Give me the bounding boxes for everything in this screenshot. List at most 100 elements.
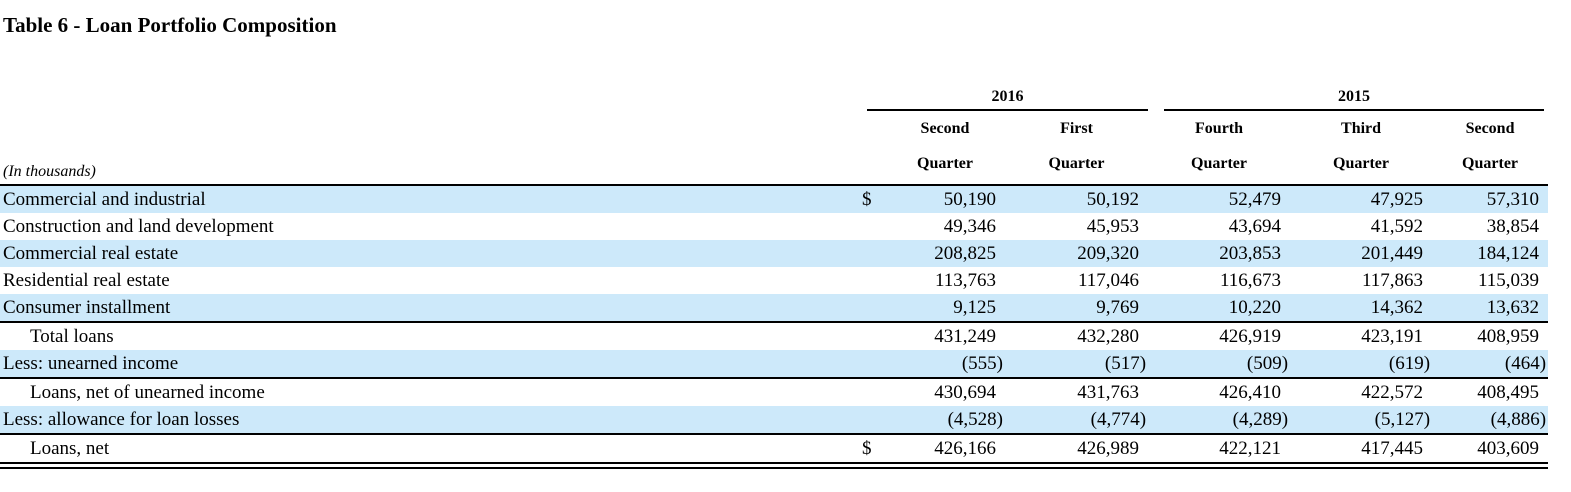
column-header-line: Second <box>1465 120 1515 137</box>
table-row: Commercial real estate 208,825 209,320 203,… <box>0 240 1549 267</box>
cell-value: 423,191 <box>1290 321 1433 350</box>
cell-value: 50,192 <box>1005 185 1149 213</box>
cell-value: 422,121 <box>1148 433 1291 469</box>
cell-value: 45,953 <box>1086 216 1140 237</box>
page-title: Table 6 - Loan Portfolio Composition <box>3 13 337 37</box>
cell-value: 184,124 <box>1432 240 1549 267</box>
cell-value: 52,479 <box>1148 185 1291 213</box>
cell-value: (517) <box>1005 350 1149 378</box>
currency-symbol <box>855 294 885 322</box>
cell-value: 117,046 <box>1077 270 1140 291</box>
currency-symbol: $ <box>855 433 885 469</box>
row-label: Commercial and industrial <box>0 185 855 213</box>
cell-value: (4,528) <box>885 406 1005 434</box>
cell-value: 208,825 <box>885 240 1005 267</box>
table-header: 2016 2015 (In thousands) Second Quarter … <box>0 84 1549 186</box>
cell-value: 203,853 <box>1148 240 1291 267</box>
table-body: Commercial and industrial $50,190 50,192 52… <box>0 185 1549 469</box>
cell-value: 417,445 <box>1290 433 1433 469</box>
table-row: Less: unearned income (555) (517) (509) (619… <box>0 350 1549 378</box>
year-group-2015: 2015 <box>1148 84 1548 111</box>
currency-symbol <box>855 350 885 378</box>
cell-value: 431,249 <box>885 321 1005 350</box>
currency-column-header <box>855 111 885 186</box>
cell-value: 431,763 <box>1005 377 1149 406</box>
year-group-label: 2016 <box>867 84 1149 111</box>
currency-symbol <box>855 377 885 406</box>
cell-value: 430,694 <box>885 377 1005 406</box>
currency-symbol <box>855 213 885 240</box>
cell-value: (4,886) <box>1432 406 1549 434</box>
row-label: Consumer installment <box>0 294 855 322</box>
year-group-2016: 2016 <box>855 84 1149 111</box>
column-header-2015-second-quarter: Second Quarter <box>1432 111 1549 186</box>
cell-value: 14,362 <box>1290 294 1433 322</box>
cell-value: 47,925 <box>1290 185 1433 213</box>
table-row: Construction and land development 49,346 4… <box>0 213 1548 240</box>
cell-value: 201,449 <box>1290 240 1433 267</box>
row-label: Total loans <box>0 321 855 350</box>
column-header-line: Quarter <box>1191 155 1248 172</box>
column-header-2016-second-quarter: Second Quarter <box>885 111 1005 186</box>
cell-value: 117,863 <box>1361 270 1424 291</box>
row-label: Less: unearned income <box>0 350 855 378</box>
year-group-row: 2016 2015 <box>0 84 1548 111</box>
column-header-2015-fourth-quarter: Fourth Quarter <box>1148 111 1291 186</box>
currency-symbol: $ <box>855 185 885 213</box>
cell-value: 426,919 <box>1148 321 1291 350</box>
cell-value: (4,774) <box>1005 406 1149 434</box>
cell-value: 432,280 <box>1005 321 1149 350</box>
cell-value: (509) <box>1148 350 1291 378</box>
row-label: Residential real estate <box>3 270 170 291</box>
row-label: Commercial real estate <box>0 240 855 267</box>
column-header-line: Quarter <box>1462 155 1519 172</box>
cell-value: 403,609 <box>1432 433 1549 469</box>
cell-value: 422,572 <box>1290 377 1433 406</box>
cell-value: 41,592 <box>1370 216 1424 237</box>
table-row: Loans, net $426,166 426,989 422,121 417,445 4… <box>0 433 1549 469</box>
year-group-label: 2015 <box>1164 84 1545 111</box>
cell-value: (619) <box>1290 350 1433 378</box>
cell-value: 408,959 <box>1432 321 1549 350</box>
cell-value: 13,632 <box>1432 294 1549 322</box>
column-header-row: (In thousands) Second Quarter First Quar… <box>0 111 1549 186</box>
cell-value: 43,694 <box>1228 216 1282 237</box>
column-header-line: Quarter <box>1333 155 1390 172</box>
cell-value: 9,769 <box>1005 294 1149 322</box>
loan-portfolio-table: 2016 2015 (In thousands) Second Quarter … <box>0 84 1549 469</box>
cell-value: 426,410 <box>1148 377 1291 406</box>
column-header-line: Fourth <box>1195 120 1244 137</box>
cell-value: 9,125 <box>885 294 1005 322</box>
currency-symbol <box>855 267 885 294</box>
column-header-2015-third-quarter: Third Quarter <box>1290 111 1433 186</box>
cell-value: (555) <box>885 350 1005 378</box>
cell-value: 49,346 <box>943 216 996 237</box>
column-header-line: Quarter <box>1048 155 1105 172</box>
cell-value: 57,310 <box>1432 185 1549 213</box>
column-header-line: Second <box>920 120 970 137</box>
cell-value: 115,039 <box>1478 270 1540 291</box>
table-row: Total loans 431,249 432,280 426,919 423,191 4… <box>0 321 1549 350</box>
currency-symbol <box>855 406 885 434</box>
currency-symbol <box>855 321 885 350</box>
cell-value: 10,220 <box>1148 294 1291 322</box>
table-row: Less: allowance for loan losses (4,528) (4… <box>0 406 1549 434</box>
row-label: Loans, net of unearned income <box>0 377 855 406</box>
column-header-2016-first-quarter: First Quarter <box>1005 111 1149 186</box>
units-note: (In thousands) <box>0 111 855 186</box>
row-label: Loans, net <box>0 433 855 469</box>
cell-value: 426,166 <box>885 433 1005 469</box>
column-header-line: Third <box>1341 120 1382 137</box>
table-row: Residential real estate 113,763 117,046 116… <box>0 267 1548 294</box>
column-header-line: First <box>1060 120 1093 137</box>
table-row: Consumer installment 9,125 9,769 10,220 14,3… <box>0 294 1549 322</box>
cell-value: 209,320 <box>1005 240 1149 267</box>
column-header-line: Quarter <box>917 155 973 172</box>
row-label: Construction and land development <box>3 216 274 237</box>
cell-value: (4,289) <box>1148 406 1291 434</box>
cell-value: 113,763 <box>934 270 996 291</box>
table-row: Loans, net of unearned income 430,694 431,… <box>0 377 1549 406</box>
currency-symbol <box>855 240 885 267</box>
cell-value: (464) <box>1432 350 1549 378</box>
cell-value: 426,989 <box>1005 433 1149 469</box>
